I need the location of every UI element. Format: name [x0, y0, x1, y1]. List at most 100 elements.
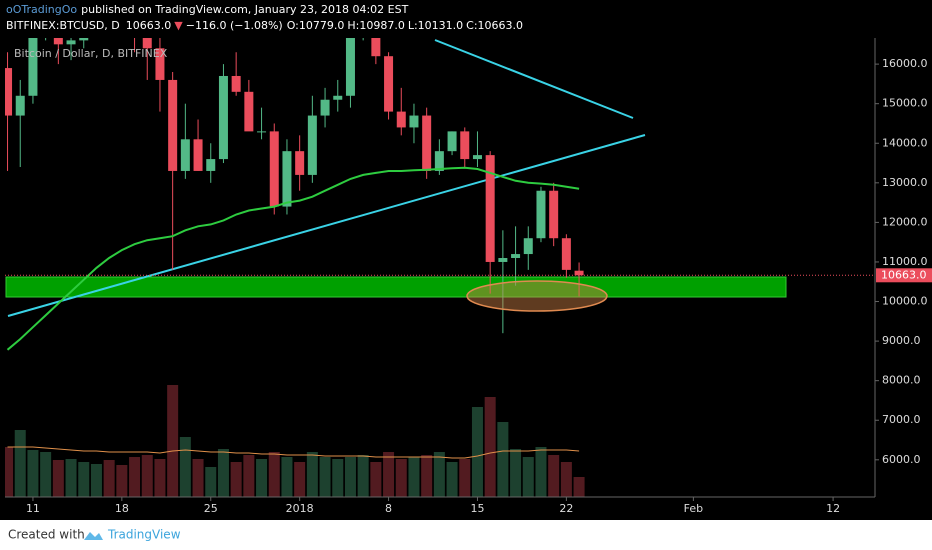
- candle-body: [307, 115, 317, 175]
- trend-line: [434, 39, 634, 119]
- candle-body: [409, 115, 419, 128]
- open: O:10779.0: [287, 19, 345, 32]
- close: C:10663.0: [466, 19, 523, 32]
- volume-bar: [471, 407, 483, 497]
- x-tick-label: 15: [470, 502, 484, 515]
- symbol-line: BITFINEX:BTCUSD, D 10663.0 ▼ −116.0 (−1.08%…: [6, 19, 523, 32]
- candle-body: [422, 115, 432, 171]
- x-tick-label: 12: [826, 502, 840, 515]
- volume-bar: [217, 449, 229, 497]
- y-tick-label: 12000.0: [882, 215, 928, 228]
- candle-body: [5, 68, 13, 116]
- highlight: [466, 280, 608, 312]
- volume-bar: [90, 464, 102, 497]
- author[interactable]: oOTradingOo: [6, 3, 77, 16]
- footer: [0, 520, 932, 550]
- y-tick-label: 14000.0: [882, 136, 928, 149]
- candle-body: [206, 159, 216, 171]
- volume-bar: [446, 462, 458, 497]
- volume-bar: [103, 460, 115, 497]
- volume-bar: [52, 460, 64, 497]
- volume-bar: [332, 459, 344, 497]
- y-tick-label: 13000.0: [882, 176, 928, 189]
- candle-body: [574, 270, 584, 276]
- candle-body: [485, 155, 495, 262]
- support-zone: [5, 276, 787, 298]
- x-tick-label: 25: [204, 502, 218, 515]
- volume-bar: [167, 385, 179, 497]
- publish-line: oOTradingOo published on TradingView.com,…: [6, 3, 409, 16]
- candle-body: [498, 258, 508, 262]
- y-tick-label: 9000.0: [882, 334, 921, 347]
- volume-ma-line: [7, 446, 580, 459]
- candle-body: [511, 254, 521, 259]
- volume-bar: [192, 459, 204, 497]
- change: −116.0 (−1.08%): [186, 19, 283, 32]
- candle-body: [384, 56, 394, 112]
- volume-pane: [5, 385, 585, 497]
- volume-bar: [205, 467, 217, 497]
- candle-body: [333, 95, 343, 100]
- candle-body: [472, 155, 482, 160]
- ma-line: [6, 166, 580, 351]
- footer-brand[interactable]: TradingView: [107, 528, 181, 542]
- volume-bar: [230, 462, 242, 497]
- volume-bar: [65, 459, 77, 497]
- x-tick-label: 11: [26, 502, 40, 515]
- candle-body: [447, 131, 457, 152]
- y-tick-label: 8000.0: [882, 374, 921, 387]
- volume-bar: [383, 452, 395, 497]
- candle-body: [15, 95, 25, 116]
- volume-bar: [294, 462, 306, 497]
- axes: 6000.0 7000.0 8000.0 9000.0 10000.0 11000.0 12…: [5, 38, 932, 515]
- volume-bar: [141, 455, 153, 497]
- volume-bar: [484, 397, 496, 497]
- legend: Bitcoin / Dollar, D, BITFINEX: [14, 47, 168, 60]
- volume-bar: [433, 452, 445, 497]
- volume-bar: [154, 459, 166, 497]
- volume-bar: [370, 462, 382, 497]
- candle-body: [536, 190, 546, 239]
- candle-body: [28, 38, 38, 96]
- volume-bar: [281, 457, 293, 497]
- candle-body: [193, 139, 203, 171]
- volume-bar: [268, 452, 280, 497]
- volume-bar: [179, 437, 191, 497]
- volume-bar: [306, 452, 318, 497]
- volume-bar: [78, 462, 90, 497]
- footer-text: Created with: [8, 528, 85, 542]
- candle-body: [371, 38, 381, 57]
- low: L:10131.0: [408, 19, 463, 32]
- price-pane: [5, 38, 875, 351]
- volume-bar: [319, 457, 331, 497]
- volume-bar: [344, 457, 356, 497]
- candle-body: [66, 40, 76, 45]
- last-price-box: [876, 268, 932, 283]
- logo: [84, 532, 103, 540]
- candle-body: [168, 79, 178, 171]
- candle-body: [282, 151, 292, 207]
- candle-body: [320, 99, 330, 116]
- published: published on TradingView.com, January 23…: [81, 3, 408, 16]
- candle-body: [142, 38, 152, 49]
- drawings: [5, 39, 787, 317]
- last-price-label: 10663.0: [881, 268, 927, 281]
- volume-bar: [560, 462, 572, 497]
- candle-body: [257, 131, 267, 133]
- volume-bar: [395, 459, 407, 497]
- candle-body: [434, 151, 444, 171]
- volume-bar: [535, 447, 547, 497]
- x-tick-label: Feb: [684, 502, 703, 515]
- candle-body: [460, 131, 470, 160]
- x-tick-label: 2018: [286, 502, 314, 515]
- volume-bar: [408, 457, 420, 497]
- candle-body: [269, 131, 279, 207]
- volume-bar: [40, 452, 52, 497]
- volume-bar: [256, 459, 268, 497]
- last: 10663.0: [126, 19, 172, 32]
- volume-bar: [421, 455, 433, 497]
- background: [0, 0, 932, 520]
- y-tick-label: 10000.0: [882, 295, 928, 308]
- y-tick-label: 15000.0: [882, 97, 928, 110]
